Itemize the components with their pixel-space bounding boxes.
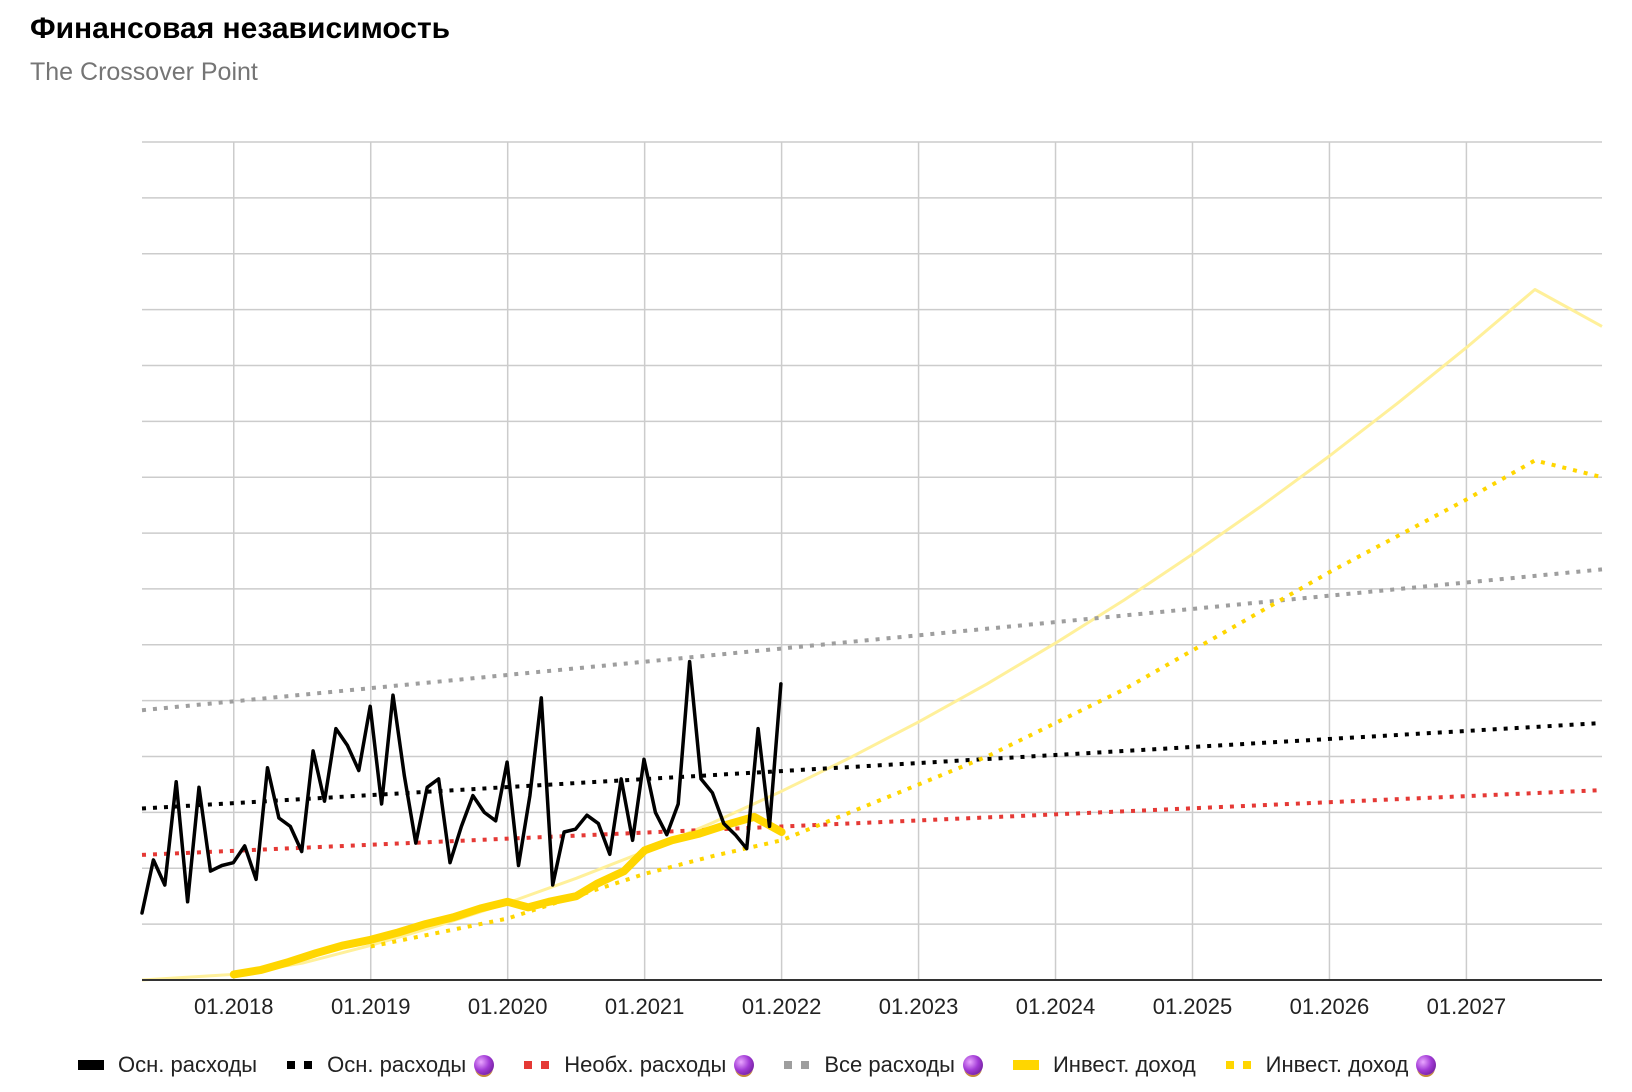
- legend-item[interactable]: Все расходы: [784, 1052, 983, 1078]
- legend-swatch: [78, 1060, 104, 1070]
- crystal-ball-icon: [962, 1055, 983, 1075]
- x-tick-label: 01.2023: [879, 994, 959, 1019]
- legend-swatch: [1012, 1060, 1039, 1070]
- series-line: [141, 788, 1603, 857]
- crystal-ball-icon: [474, 1055, 495, 1075]
- x-tick-label: 01.2018: [194, 994, 274, 1019]
- legend-item[interactable]: Инвест. доход: [1012, 1052, 1196, 1078]
- axis-layer: 01.2018 01.2019 01.2020 01.2021 01.2022 01.20…: [142, 979, 1602, 1019]
- x-tick-label: 01.2025: [1153, 994, 1233, 1019]
- legend-item[interactable]: Необх. расходы: [524, 1052, 755, 1078]
- x-tick-label: 01.2021: [605, 994, 685, 1019]
- legend-label: Инвест. доход: [1052, 1052, 1196, 1077]
- chart-subtitle: The Crossover Point: [30, 58, 258, 86]
- legend-swatch: [1225, 1060, 1252, 1070]
- x-tick-label: 01.2027: [1427, 994, 1507, 1019]
- crystal-ball-icon: [734, 1055, 755, 1075]
- legend-item[interactable]: Инвест. доход: [1225, 1052, 1437, 1078]
- series-layer: [140, 288, 1603, 982]
- legend-label: Инвест. доход: [1265, 1052, 1409, 1077]
- crystal-ball-icon: [1416, 1055, 1437, 1075]
- legend-label: Все расходы: [824, 1052, 955, 1077]
- chart-title: Финансовая независимость: [30, 12, 451, 45]
- series-line: [141, 567, 1603, 713]
- x-tick-label: 01.2026: [1290, 994, 1370, 1019]
- series-line: [141, 288, 1603, 982]
- x-tick-label: 01.2024: [1016, 994, 1096, 1019]
- legend-label: Осн. расходы: [118, 1052, 258, 1077]
- legend-swatch: [784, 1060, 810, 1070]
- legend-swatch: [287, 1060, 313, 1070]
- line-chart: 01.2018 01.2019 01.2020 01.2021 01.2022 01.20…: [140, 141, 1603, 1019]
- legend-label: Необх. расходы: [564, 1052, 727, 1077]
- series-line: [229, 812, 786, 979]
- legend-item[interactable]: Осн. расходы: [287, 1052, 495, 1078]
- legend-item[interactable]: Осн. расходы: [78, 1052, 257, 1078]
- chart-legend: Осн. расходы Осн. расходы Необх. расходы Вс…: [78, 1052, 1466, 1078]
- x-tick-label: 01.2022: [742, 994, 822, 1019]
- x-tick-label: 01.2020: [468, 994, 548, 1019]
- series-line: [141, 721, 1603, 811]
- x-tick-label: 01.2019: [331, 994, 411, 1019]
- grid-layer: [142, 141, 1602, 981]
- legend-swatch: [524, 1060, 550, 1070]
- legend-label: Осн. расходы: [327, 1052, 467, 1077]
- series-line: [140, 659, 783, 915]
